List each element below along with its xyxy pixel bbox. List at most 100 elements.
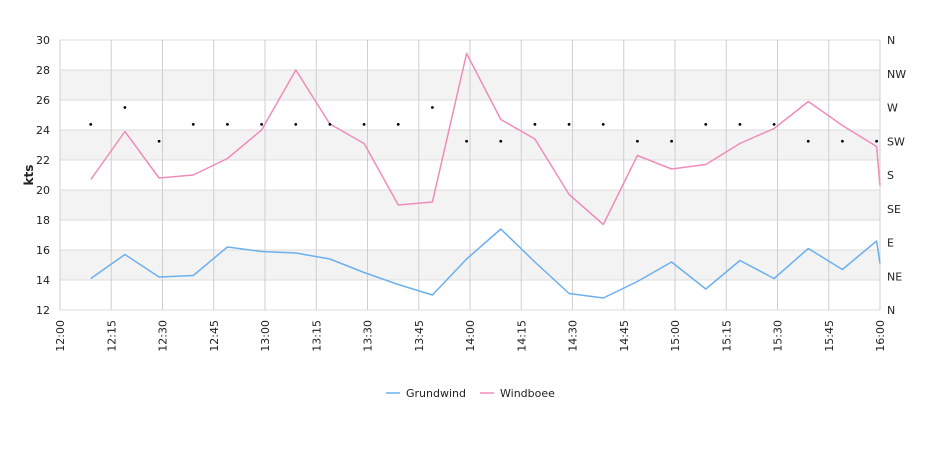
data-point-grundwind	[431, 294, 433, 296]
data-point-grundwind	[260, 250, 262, 252]
direction-point	[260, 122, 263, 126]
data-point-windboee	[226, 157, 228, 159]
series-line-grundwind	[90, 228, 881, 299]
x-tick-label: 15:30	[772, 320, 785, 352]
data-point-windboee	[602, 223, 604, 225]
direction-point	[123, 106, 127, 109]
data-point-windboee	[500, 118, 502, 120]
y-tick-label: 30	[36, 34, 50, 47]
x-tick-label: 12:15	[105, 320, 118, 352]
data-point-grundwind	[670, 261, 672, 263]
x-tick-label: 12:30	[157, 320, 170, 352]
data-point-grundwind	[158, 276, 160, 278]
data-point-windboee	[90, 178, 92, 180]
data-point-windboee	[465, 52, 467, 54]
y-tick-label: 14	[36, 274, 50, 287]
data-point-windboee	[636, 154, 638, 156]
data-point-grundwind	[807, 247, 809, 249]
direction-point	[396, 122, 400, 126]
data-point-windboee	[158, 177, 160, 179]
direction-point	[738, 122, 742, 126]
direction-point	[226, 122, 229, 126]
y-tick-label: 26	[36, 94, 50, 107]
x-tick-label: 15:45	[823, 320, 836, 352]
direction-point	[431, 106, 434, 109]
data-point-grundwind	[602, 297, 604, 299]
data-point-grundwind	[534, 261, 536, 263]
data-point-windboee	[670, 168, 672, 170]
direction-point	[157, 139, 161, 143]
data-point-grundwind	[739, 259, 741, 261]
x-tick-label: 13:15	[310, 320, 323, 352]
data-point-windboee	[431, 201, 433, 203]
direction-tick-label: N	[887, 304, 895, 317]
x-tick-label: 14:15	[515, 320, 528, 352]
data-point-grundwind	[705, 288, 707, 290]
x-tick-label: 13:45	[413, 320, 426, 352]
direction-point	[533, 122, 537, 126]
data-point-windboee	[363, 142, 365, 144]
data-point-windboee	[260, 129, 262, 131]
data-point-windboee	[397, 204, 399, 206]
direction-point	[328, 122, 332, 126]
data-point-grundwind	[90, 277, 92, 279]
x-tick-label: 12:00	[54, 320, 67, 352]
x-tick-label: 14:45	[618, 320, 631, 352]
data-point-grundwind	[124, 253, 126, 255]
data-point-windboee	[295, 69, 297, 71]
data-point-grundwind	[226, 246, 228, 248]
y-tick-label: 20	[36, 184, 50, 197]
x-tick-label: 12:45	[208, 320, 221, 352]
direction-tick-label: N	[887, 34, 895, 47]
data-point-grundwind	[295, 252, 297, 254]
direction-points	[89, 106, 878, 143]
data-point-windboee	[568, 193, 570, 195]
x-tick-label: 13:30	[362, 320, 375, 352]
data-point-grundwind	[363, 271, 365, 273]
x-tick-label: 14:00	[464, 320, 477, 352]
direction-point	[499, 139, 503, 143]
data-point-windboee	[192, 174, 194, 176]
data-point-grundwind	[773, 277, 775, 279]
series-line-windboee	[90, 52, 881, 226]
data-point-windboee	[841, 124, 843, 126]
data-point-grundwind	[879, 262, 881, 264]
direction-point	[636, 139, 639, 143]
data-point-windboee	[705, 163, 707, 165]
direction-point	[875, 139, 878, 143]
direction-point	[294, 122, 298, 126]
direction-point	[465, 139, 468, 143]
x-tick-label: 16:00	[874, 320, 887, 352]
data-point-grundwind	[636, 280, 638, 282]
direction-point	[670, 139, 673, 143]
data-point-windboee	[124, 130, 126, 132]
y-tick-label: 28	[36, 64, 50, 77]
data-point-windboee	[807, 100, 809, 102]
series-layer	[90, 52, 881, 299]
direction-point	[362, 122, 366, 126]
direction-point	[89, 122, 93, 126]
legend: Grundwind Windboee	[386, 387, 555, 400]
direction-point	[704, 122, 708, 126]
data-point-grundwind	[192, 274, 194, 276]
data-point-windboee	[739, 142, 741, 144]
direction-point	[806, 139, 810, 143]
data-point-windboee	[534, 138, 536, 140]
y-tick-label: 12	[36, 304, 50, 317]
data-point-grundwind	[465, 258, 467, 260]
data-point-windboee	[879, 184, 881, 186]
direction-tick-label: S	[887, 169, 894, 182]
y-tick-label: 16	[36, 244, 50, 257]
direction-tick-label: SW	[887, 135, 905, 148]
y-tick-label: 24	[36, 124, 50, 137]
direction-tick-label: E	[887, 237, 894, 250]
y-tick-label: 22	[36, 154, 50, 167]
direction-point	[772, 122, 776, 126]
x-tick-label: 13:00	[259, 320, 272, 352]
data-point-grundwind	[500, 228, 502, 230]
direction-point	[191, 122, 195, 126]
direction-point	[567, 122, 571, 126]
data-point-grundwind	[841, 268, 843, 270]
axes: 12 14 16 18 20 22 24 26 28 30 12:00 12:15 12:30 12:45…	[36, 34, 906, 352]
